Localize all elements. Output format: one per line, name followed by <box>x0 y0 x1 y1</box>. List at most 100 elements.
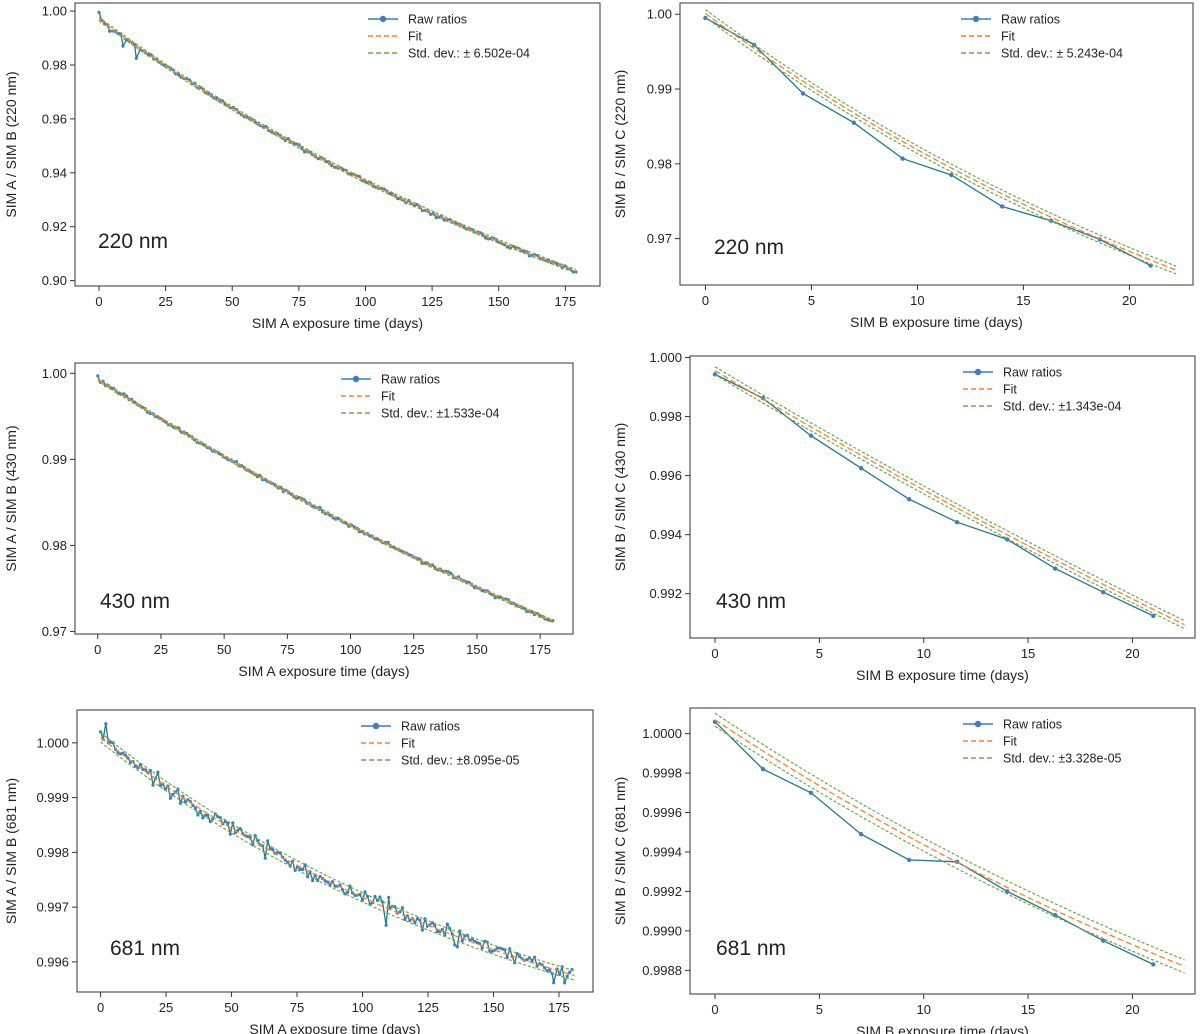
x-tick-label: 150 <box>488 294 510 309</box>
y-tick-label: 0.94 <box>42 165 67 180</box>
legend-raw-label: Raw ratios <box>1003 718 1062 732</box>
raw-ratio-point <box>1151 613 1156 619</box>
legend-raw-marker <box>974 368 982 376</box>
raw-ratio-point <box>470 937 474 941</box>
raw-ratio-point <box>311 878 315 883</box>
fit-line <box>97 378 554 622</box>
raw-ratio-point <box>97 10 101 14</box>
raw-ratio-point <box>435 930 439 934</box>
wavelength-label: 220 nm <box>98 230 168 253</box>
raw-ratio-point <box>341 167 345 172</box>
raw-ratio-point <box>760 766 766 772</box>
x-tick-label: 5 <box>808 293 815 308</box>
y-tick-label: 0.996 <box>36 954 69 969</box>
plot-frame <box>689 707 1196 995</box>
raw-ratio-point <box>386 540 390 544</box>
y-tick-label: 0.9998 <box>642 766 682 781</box>
raw-ratio-point <box>231 821 235 825</box>
legend-fit-label: Fit <box>408 30 422 44</box>
y-tick-label: 0.96 <box>42 111 67 126</box>
y-tick-label: 0.98 <box>42 538 67 553</box>
std-dev-upper-line <box>705 9 1177 267</box>
x-tick-label: 25 <box>154 642 168 657</box>
plot-area <box>97 10 578 274</box>
plot-area <box>712 712 1185 974</box>
legend-raw-label: Raw ratios <box>1001 13 1060 27</box>
raw-ratio-point <box>1005 889 1010 894</box>
fit-line <box>705 12 1177 271</box>
x-tick-label: 15 <box>1021 646 1035 661</box>
y-tick-label: 0.99 <box>647 82 672 97</box>
y-tick-label: 1.00 <box>647 7 672 22</box>
legend-raw-label: Raw ratios <box>408 13 467 27</box>
x-axis-title: SIM B exposure time (days) <box>856 1023 1029 1034</box>
raw-ratio-point <box>463 934 467 938</box>
y-axis-title: SIM B / SIM C (681 nm) <box>612 777 628 926</box>
raw-ratio-point <box>261 844 265 848</box>
raw-ratio-point <box>246 834 250 839</box>
legend: Raw ratios Fit Std. dev.: ±3.328e-05 <box>963 718 1122 766</box>
y-tick-label: 1.00 <box>42 366 67 381</box>
x-tick-label: 10 <box>916 646 930 661</box>
raw-ratio-point <box>420 928 424 932</box>
chart-panel-top-left: 0 25 50 75 100 125 150 175 0.90 0.92 0.94 0.96 0.98 1… <box>3 2 601 331</box>
y-axis-title: SIM B / SIM C (220 nm) <box>612 70 628 219</box>
raw-ratio-point <box>301 867 305 872</box>
raw-ratio-point <box>535 964 539 968</box>
y-axis-title: SIM A / SIM B (220 nm) <box>3 71 19 217</box>
wavelength-label: 681 nm <box>716 937 786 960</box>
legend-std-label: Std. dev.: ± 6.502e-04 <box>408 47 530 61</box>
x-tick-label: 15 <box>1016 293 1030 308</box>
raw-ratio-point <box>858 466 864 471</box>
raw-ratio-point <box>400 906 404 910</box>
raw-ratio-point <box>233 831 237 835</box>
y-tick-label: 1.00 <box>42 4 67 19</box>
fit-line <box>98 18 577 272</box>
legend-raw-marker <box>974 720 982 728</box>
legend-raw-marker <box>352 375 360 383</box>
legend-raw-label: Raw ratios <box>401 720 460 734</box>
std-dev-upper-line <box>100 732 575 972</box>
x-tick-label: 20 <box>1125 1002 1139 1017</box>
raw-ratio-point <box>437 215 441 219</box>
y-tick-label: 0.998 <box>649 409 682 424</box>
wavelength-label: 681 nm <box>110 937 180 960</box>
raw-ratio-point <box>228 832 232 836</box>
raw-ratio-point <box>363 890 367 894</box>
raw-ratio-point <box>433 924 437 928</box>
raw-ratio-point <box>333 884 337 888</box>
plot-frame <box>689 355 1196 639</box>
legend-fit-label: Fit <box>381 390 395 404</box>
raw-ratio-point <box>345 890 350 895</box>
y-tick-label: 0.97 <box>42 624 67 639</box>
raw-ratio-point <box>126 756 130 760</box>
raw-ratio-point <box>525 958 529 962</box>
raw-ratio-point <box>1053 566 1058 571</box>
raw-ratio-point <box>109 740 113 744</box>
raw-ratio-point <box>808 433 814 438</box>
plot-area <box>99 722 575 986</box>
std-dev-upper-line <box>97 377 554 621</box>
plot-frame <box>76 709 594 993</box>
raw-ratio-point <box>1101 938 1106 943</box>
raw-ratio-point <box>263 856 267 860</box>
std-dev-lower-line <box>97 380 554 623</box>
y-tick-label: 0.92 <box>42 219 67 234</box>
raw-ratio-point <box>266 839 270 843</box>
legend-std-label: Std. dev.: ±3.328e-05 <box>1003 752 1122 766</box>
chart-panel-middle-right: 0 5 10 15 20 0.992 0.994 0.996 0.998 1.000 SIM B e… <box>612 350 1196 683</box>
x-tick-label: 75 <box>292 294 306 309</box>
plot-frame <box>679 2 1194 286</box>
raw-ratio-point <box>375 898 380 903</box>
raw-ratio-point <box>168 796 172 800</box>
std-dev-lower-line <box>714 725 1185 974</box>
y-tick-label: 0.999 <box>36 790 69 805</box>
raw-ratio-point <box>415 917 419 921</box>
raw-ratio-point <box>530 959 534 963</box>
raw-ratios-series-line <box>705 17 1151 267</box>
x-tick-label: 50 <box>217 642 231 657</box>
x-tick-label: 75 <box>290 1000 304 1015</box>
x-axis-title: SIM B exposure time (days) <box>856 667 1029 683</box>
legend-raw-marker <box>379 15 387 23</box>
